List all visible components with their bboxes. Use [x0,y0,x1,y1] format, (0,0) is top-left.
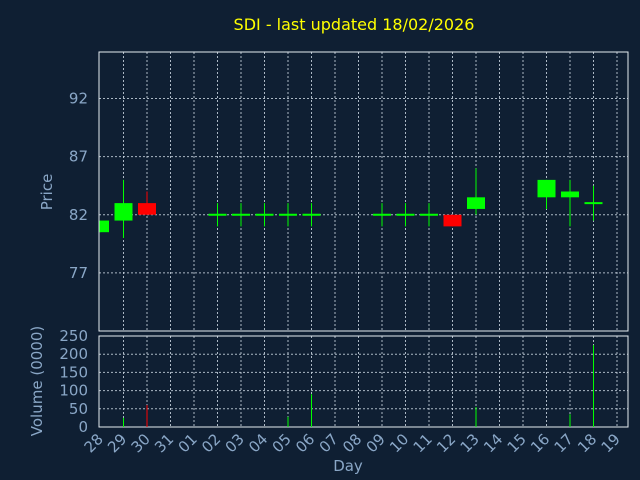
x-tick-label: 14 [480,430,506,456]
volume-tick-label: 150 [59,363,88,381]
x-tick-label: 08 [339,430,365,456]
volume-bars [123,345,594,427]
candle-10 [396,203,415,227]
candle-03 [232,203,250,227]
x-tick-label: 15 [504,430,530,456]
candle-09 [373,203,391,227]
x-tick-label: 06 [292,430,318,456]
candle-16 [537,179,556,209]
x-axis-label: Day [333,457,363,475]
volume-tick-label: 0 [78,418,88,436]
candle-02 [208,203,227,227]
volume-panel-frame [98,335,629,428]
price-tick-label: 82 [69,206,88,224]
x-tick-label: 19 [598,430,624,456]
price-tick-label: 77 [69,264,88,282]
x-tick-label: 12 [433,430,459,456]
candle-body [443,214,462,227]
candle-13 [467,168,485,215]
candle-11 [420,203,438,227]
candle-18 [584,185,603,221]
volume-axis-label: Volume (0000) [28,326,46,436]
candle-05 [279,203,297,227]
chart-title: SDI - last updated 18/02/2026 [234,15,475,34]
x-tick-label: 09 [363,430,389,456]
price-tick-label: 92 [69,90,88,108]
x-tick-label: 03 [222,430,248,456]
volume-tick-label: 100 [59,382,88,400]
volume-tick-label: 250 [59,327,88,345]
x-tick-label: 05 [269,430,295,456]
volume-tick-label: 200 [59,345,88,363]
x-tick-label: 07 [316,430,342,456]
candle-29 [114,179,133,238]
x-tick-label: 04 [245,430,271,456]
price-axis-label: Price [38,174,56,211]
candle-17 [561,179,579,227]
x-axis-ticks: 2829303101020304050607080910111213141516… [81,430,624,456]
x-tick-label: 11 [410,430,436,456]
candle-body [467,197,485,209]
x-tick-label: 13 [457,430,483,456]
x-tick-label: 16 [527,430,553,456]
x-tick-label: 02 [198,430,224,456]
candle-body [561,191,579,198]
price-tick-label: 87 [69,148,88,166]
candle-30 [138,191,156,215]
x-tick-label: 17 [551,430,577,456]
candle-body [537,179,556,198]
price-panel-frame [98,51,629,332]
x-tick-label: 29 [104,430,130,456]
volume-grid [99,336,628,427]
price-grid [99,52,628,331]
candle-body [138,203,156,215]
x-tick-label: 30 [128,430,154,456]
volume-tick-label: 50 [69,400,88,418]
candle-06 [302,203,321,227]
candle-body [114,203,133,221]
candle-28 [99,220,109,233]
x-tick-label: 10 [386,430,412,456]
candle-04 [255,203,274,227]
x-tick-label: 31 [151,430,177,456]
x-tick-label: 18 [574,430,600,456]
x-tick-label: 01 [175,430,201,456]
candle-12 [443,214,462,227]
price-axis-ticks: 77 82 87 92 [69,90,88,282]
candles [99,168,603,238]
candle-body [100,220,109,233]
